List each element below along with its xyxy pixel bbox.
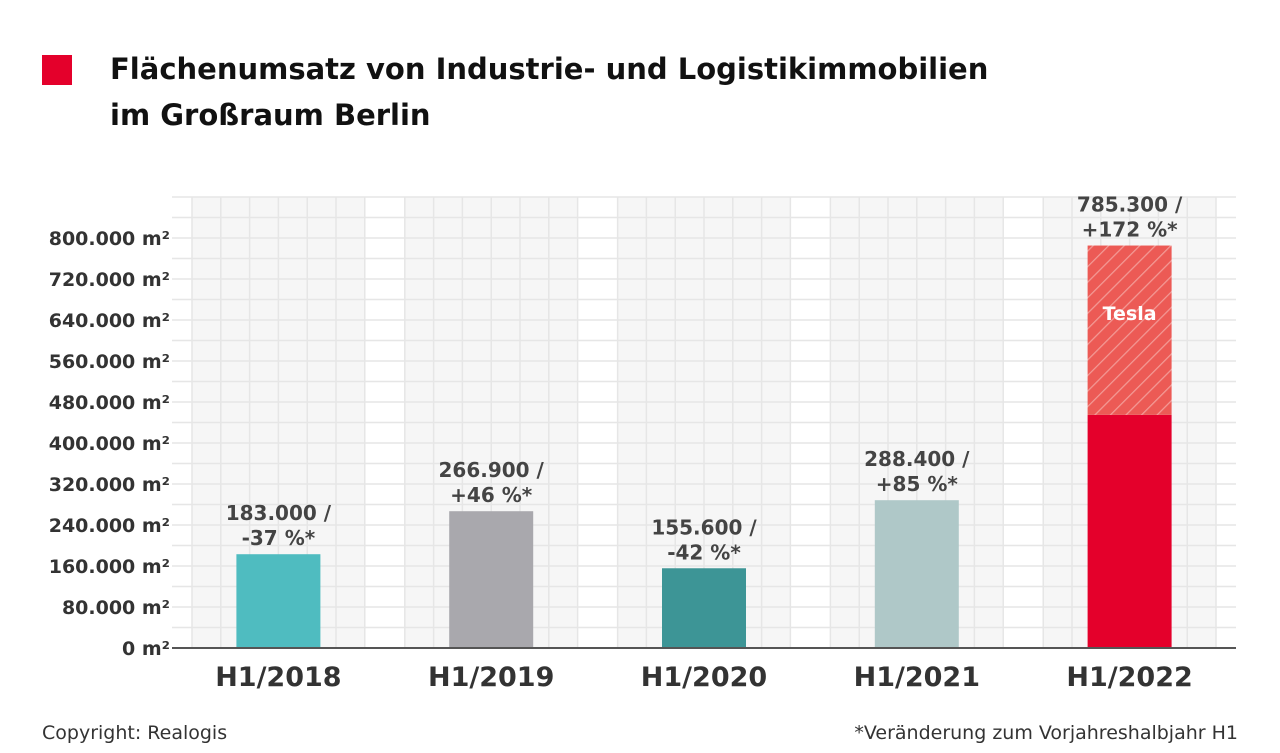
value-label-line-2: -42 %* [667, 540, 741, 564]
x-tick-label: H1/2022 [1066, 662, 1192, 693]
x-tick-label: H1/2018 [215, 662, 341, 693]
chart-title-line-2: im Großraum Berlin [110, 98, 431, 132]
bars [236, 245, 1172, 648]
value-label-line-1: 183.000 / [226, 501, 332, 525]
y-tick-label: 320.000 m² [49, 474, 170, 496]
bar-H1-2019 [449, 511, 534, 648]
value-label-line-1: 288.400 / [864, 447, 970, 471]
y-tick-label: 640.000 m² [49, 310, 170, 332]
chart-title-line-1: Flächenumsatz von Industrie- und Logisti… [110, 52, 989, 86]
segment-label: Tesla [1103, 303, 1157, 325]
x-tick-label: H1/2019 [428, 662, 554, 693]
y-tick-label: 0 m² [122, 638, 170, 660]
y-tick-label: 480.000 m² [49, 392, 170, 414]
x-tick-label: H1/2020 [641, 662, 767, 693]
title-marker [42, 55, 72, 85]
x-axis-tick-labels: H1/2018 H1/2019 H1/2020 H1/2021 H1/2022 [215, 662, 1193, 693]
bar-H1-2022-segment [1087, 245, 1172, 415]
y-tick-label: 560.000 m² [49, 351, 170, 373]
bar-H1-2018 [236, 554, 321, 648]
y-tick-label: 720.000 m² [49, 269, 170, 291]
footnote-text: *Veränderung zum Vorjahreshalbjahr H1 [854, 722, 1238, 744]
y-tick-label: 160.000 m² [49, 556, 170, 578]
chart-title: Flächenumsatz von Industrie- und Logisti… [110, 46, 988, 138]
y-axis-tick-labels: 0 m² 80.000 m² 160.000 m² 240.000 m² 320.000… [49, 228, 170, 660]
copyright-text: Copyright: Realogis [42, 722, 228, 744]
value-label-line-1: 155.600 / [651, 515, 757, 539]
value-label-line-2: -37 %* [242, 526, 316, 550]
x-tick-label: H1/2021 [854, 662, 980, 693]
y-tick-label: 80.000 m² [62, 597, 170, 619]
value-label-line-2: +172 %* [1082, 218, 1179, 242]
value-label-line-2: +46 %* [450, 483, 533, 507]
y-tick-label: 400.000 m² [49, 433, 170, 455]
bar-H1-2022-base [1087, 414, 1172, 648]
value-label-line-1: 266.900 / [439, 458, 545, 482]
value-label-line-2: +85 %* [876, 472, 959, 496]
y-tick-label: 800.000 m² [49, 228, 170, 250]
bar-H1-2020 [662, 568, 746, 648]
value-labels: 183.000 /-37 %* 266.900 /+46 %* 155.600 /-… [226, 193, 1183, 565]
y-tick-label: 240.000 m² [49, 515, 170, 537]
value-label-line-1: 785.300 / [1077, 193, 1183, 217]
bar-H1-2021 [874, 500, 959, 648]
